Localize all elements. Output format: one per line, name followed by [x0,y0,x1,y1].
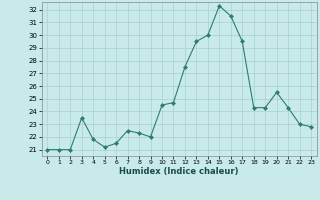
X-axis label: Humidex (Indice chaleur): Humidex (Indice chaleur) [119,167,239,176]
